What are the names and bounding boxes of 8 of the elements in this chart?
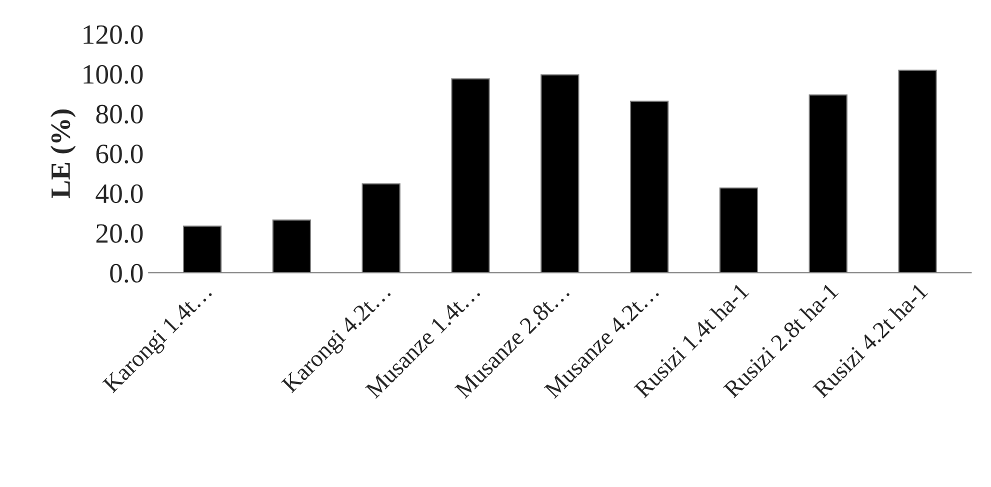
y-tick-label: 80.0: [96, 104, 143, 124]
y-tick-label: 60.0: [96, 144, 143, 164]
y-tick-label: 0.0: [110, 264, 143, 283]
y-tick-label: 100.0: [84, 65, 143, 84]
y-tick-label: 120.0: [84, 25, 143, 44]
y-tick-label: 40.0: [96, 184, 143, 204]
y-axis-title: LE (%): [50, 109, 76, 198]
y-tick-label: 20.0: [96, 224, 143, 243]
